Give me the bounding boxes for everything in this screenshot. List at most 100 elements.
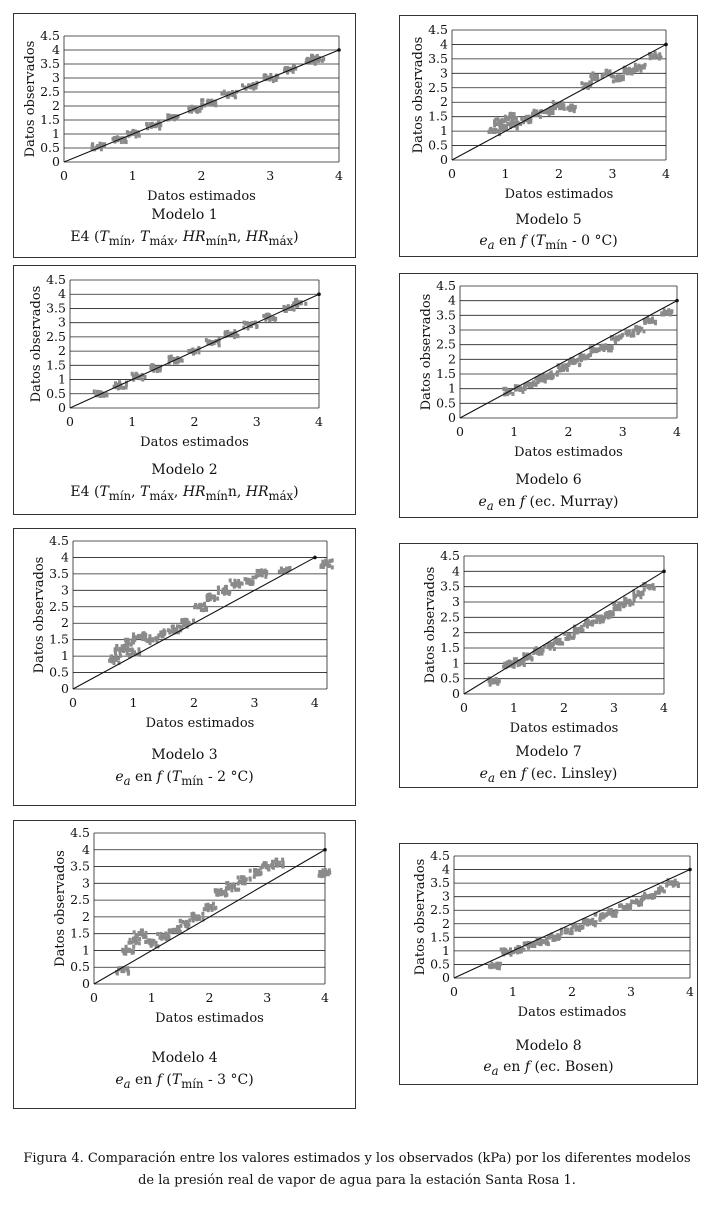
data-point-cloud <box>305 58 309 63</box>
data-point-cloud <box>503 114 507 119</box>
one-to-one-line <box>69 293 320 409</box>
data-point-cloud <box>562 106 566 111</box>
data-point-cloud <box>643 582 647 587</box>
data-point-cloud <box>175 628 179 633</box>
data-point-cloud <box>262 313 266 318</box>
data-point-cloud <box>264 861 268 866</box>
data-point-cloud <box>676 883 680 888</box>
data-point-cloud <box>591 619 595 624</box>
y-tick-label: 1.5 <box>440 640 460 655</box>
data-point-cloud <box>264 317 268 322</box>
y-axis-title: Datos observados <box>23 41 38 158</box>
data-point-cloud <box>569 103 573 108</box>
y-axis-title: Datos observados <box>419 294 434 411</box>
data-point-cloud <box>240 83 244 88</box>
figure-caption-line-2: de la presión real de vapor de agua para… <box>138 1173 576 1188</box>
data-point-cloud <box>236 583 240 588</box>
data-point-cloud <box>662 889 666 894</box>
data-point-cloud <box>161 630 165 635</box>
data-point-cloud <box>255 325 259 330</box>
y-tick-label: 0.5 <box>436 395 456 410</box>
y-tick-label: 3 <box>448 322 456 337</box>
y-tick-label: 3.5 <box>436 307 456 322</box>
data-point-cloud <box>240 581 244 586</box>
x-tick-label: 4 <box>315 414 323 429</box>
y-tick-label: 2.5 <box>46 329 66 344</box>
data-point-cloud <box>609 911 613 916</box>
data-point-cloud <box>223 893 227 898</box>
data-point-cloud <box>534 381 538 386</box>
data-point-cloud <box>630 71 634 76</box>
data-point-cloud <box>294 298 298 303</box>
y-tick-label: 4.5 <box>436 278 456 293</box>
data-point-cloud <box>594 912 598 917</box>
data-point-cloud <box>102 144 106 149</box>
data-point-cloud <box>667 308 671 313</box>
data-point-cloud <box>542 375 546 380</box>
data-point-cloud <box>283 68 287 73</box>
data-point-cloud <box>648 52 652 57</box>
data-point-cloud <box>244 877 248 882</box>
x-axis-title: Datos estimados <box>514 445 623 460</box>
data-point-cloud <box>155 369 159 374</box>
data-point-cloud <box>313 58 317 63</box>
data-point-cloud <box>573 625 577 630</box>
data-point-cloud <box>132 632 136 637</box>
data-point-cloud <box>233 333 237 338</box>
data-point-cloud <box>144 637 148 642</box>
data-point-cloud <box>177 925 181 930</box>
data-point-cloud <box>602 914 606 919</box>
data-point-cloud <box>506 664 510 669</box>
y-tick-label: 3.5 <box>40 56 60 71</box>
data-point-cloud <box>569 357 573 362</box>
data-point-cloud <box>282 304 286 309</box>
data-point-cloud <box>504 117 508 122</box>
data-point-cloud <box>206 341 210 346</box>
data-point-cloud <box>222 587 226 592</box>
data-point-cloud <box>640 64 644 69</box>
data-point-cloud <box>127 947 131 952</box>
data-point-cloud <box>276 861 280 866</box>
data-point-cloud <box>658 887 662 892</box>
data-point-cloud <box>566 928 570 933</box>
data-point-cloud <box>567 362 571 367</box>
y-tick-label: 3 <box>452 594 460 609</box>
data-point-cloud <box>230 888 234 893</box>
x-axis-title: Datos estimados <box>147 189 256 204</box>
data-point-cloud <box>585 922 589 927</box>
data-point-cloud <box>218 889 222 894</box>
data-point-cloud <box>178 930 182 935</box>
data-point-cloud <box>233 95 237 100</box>
data-point-cloud <box>618 903 622 908</box>
data-point-cloud <box>528 653 532 658</box>
data-point-cloud <box>520 116 524 121</box>
data-point-cloud <box>490 961 494 966</box>
data-point-cloud <box>510 122 514 127</box>
data-point-cloud <box>251 82 255 87</box>
data-point-cloud <box>148 938 152 943</box>
y-tick-label: 1.5 <box>46 357 66 372</box>
data-point-cloud <box>613 338 617 343</box>
data-point-cloud <box>193 350 197 355</box>
data-point-cloud <box>123 136 127 141</box>
data-point-cloud <box>517 661 521 666</box>
data-point-cloud <box>233 329 237 334</box>
data-point-cloud <box>168 630 172 635</box>
data-point-cloud <box>580 81 584 86</box>
data-point-cloud <box>550 644 554 649</box>
data-point-cloud <box>225 590 229 595</box>
data-point-cloud <box>520 661 524 666</box>
one-to-one-line <box>93 849 326 985</box>
data-point-cloud <box>583 917 587 922</box>
y-tick-label: 0 <box>52 154 60 169</box>
y-tick-label: 2.5 <box>430 902 450 917</box>
data-point-cloud <box>529 116 533 121</box>
data-point-cloud <box>257 570 261 575</box>
data-point-cloud <box>145 639 149 644</box>
data-point-cloud <box>325 559 329 564</box>
chart-model-label: Modelo 2 <box>151 462 218 478</box>
y-tick-label: 4 <box>58 286 66 301</box>
data-point-cloud <box>652 55 656 60</box>
data-point-cloud <box>210 101 214 106</box>
data-point-cloud <box>125 651 129 656</box>
